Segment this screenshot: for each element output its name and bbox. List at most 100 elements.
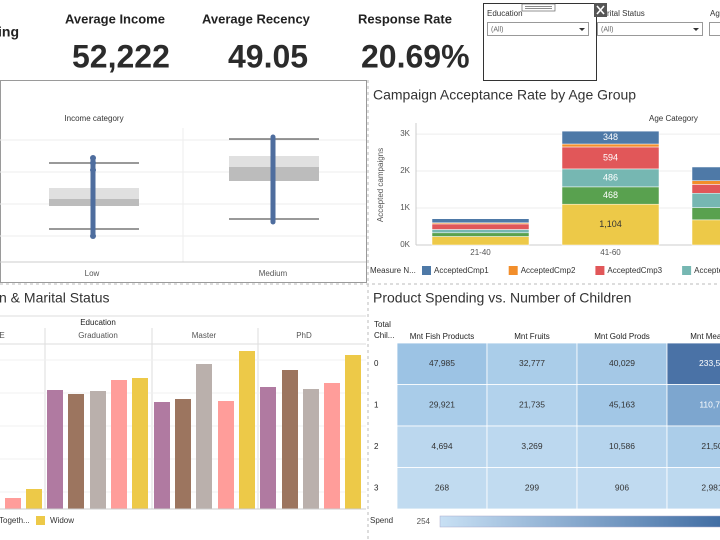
bar	[154, 402, 170, 509]
data-label: 486	[603, 172, 618, 182]
cell-value: 32,777	[519, 358, 545, 368]
legend-swatch	[595, 266, 605, 275]
panel-title: n & Marital Status	[0, 290, 110, 306]
dropdown-arrow	[579, 28, 585, 31]
bar-segment	[561, 203, 660, 246]
cell-value: 299	[525, 483, 539, 493]
row-label: 2	[374, 442, 379, 451]
legend-swatch	[508, 266, 518, 275]
group-label: Graduation	[78, 331, 118, 340]
legend-min: 254	[417, 517, 431, 526]
legend-gradient	[439, 515, 720, 528]
category-label: Low	[85, 269, 100, 278]
legend-label: AcceptedCmp1	[434, 266, 489, 275]
bar-segment	[691, 184, 720, 194]
bar-segment	[691, 219, 720, 246]
dashboard-title: ing	[0, 24, 19, 40]
table-title: Product Spending vs. Number of Children	[373, 290, 631, 306]
kpi-label: Average Income	[65, 11, 165, 26]
column-header: Mnt Fruits	[514, 332, 550, 341]
legend-label: AcceptedC	[694, 266, 720, 275]
y-tick-label: 1K	[400, 203, 410, 212]
y-tick-label: 3K	[400, 129, 410, 138]
data-label: 1,104	[599, 219, 622, 229]
kpi-label: Average Recency	[202, 11, 311, 26]
dropdown-value: (All)	[601, 26, 613, 33]
legend-label: AcceptedCmp3	[607, 266, 662, 275]
cell-value: 40,029	[609, 358, 635, 368]
bar	[26, 489, 42, 509]
column-header: Mnt Meat Pr	[690, 332, 720, 341]
bar	[5, 498, 21, 509]
bar	[90, 391, 106, 509]
bar	[303, 389, 319, 509]
row-label: 0	[374, 359, 379, 368]
legend-swatch	[422, 266, 431, 275]
bar	[132, 378, 148, 509]
data-label: 348	[603, 132, 618, 142]
heat-cell	[486, 384, 578, 427]
panel-header: Income category	[64, 114, 123, 123]
heat-cell	[576, 467, 668, 510]
age-chart: 0K 1K 2K 3K 21-40 41-60 1,104 468 486 594 348 Accep…	[400, 123, 720, 275]
heat-cell	[666, 467, 720, 510]
bar-segment	[561, 130, 660, 145]
selected-panel-border	[0, 80, 367, 283]
bar	[324, 383, 340, 509]
heat-cell	[396, 384, 488, 427]
bar	[196, 364, 212, 509]
bar-segment	[561, 143, 660, 148]
grip[interactable]	[521, 3, 556, 12]
bar-segment	[691, 207, 720, 221]
filter-panel	[483, 3, 597, 81]
data-label: 594	[603, 152, 618, 162]
bar-segment	[431, 232, 530, 237]
legend-swatch	[36, 516, 45, 525]
y-axis-label: Accepted campaigns	[376, 148, 385, 222]
heat-cell	[396, 342, 488, 385]
filter-label: rital Status	[607, 9, 645, 18]
heat-cell	[486, 467, 578, 510]
dropdown-arrow	[693, 28, 699, 31]
y-tick-label: 0K	[400, 240, 410, 249]
kpi-value: 49.05	[228, 38, 308, 74]
cell-value: 110,70	[699, 400, 720, 410]
cell-value: 268	[435, 483, 449, 493]
group-label: Master	[192, 331, 217, 340]
bar-segment	[691, 166, 720, 181]
heat-cell	[666, 425, 720, 468]
legend-swatch	[682, 266, 692, 275]
bar-segment	[431, 229, 530, 234]
panel-header: Education	[80, 318, 116, 327]
dropdown[interactable]	[597, 22, 703, 36]
cell-value: 2,981	[701, 483, 720, 493]
cell-value: 10,586	[609, 441, 635, 451]
bar	[282, 370, 298, 509]
cell-value: 906	[615, 483, 629, 493]
cell-value: 4,694	[431, 441, 453, 451]
bar-segment	[431, 218, 530, 224]
x-tick-label: 41-60	[600, 248, 621, 257]
row-header: Chil...	[374, 331, 394, 340]
cell-value: 3,269	[521, 441, 543, 451]
bar	[260, 387, 276, 509]
dropdown[interactable]	[709, 22, 720, 36]
bar	[175, 399, 191, 509]
group-label: E	[0, 331, 5, 340]
data-label: 468	[603, 190, 618, 200]
kpi-value: 52,222	[72, 38, 170, 74]
bar	[68, 394, 84, 509]
dropdown-value: (All)	[491, 26, 503, 33]
group-dividers	[0, 328, 366, 509]
heat-cell	[486, 342, 578, 385]
cell-value: 21,50	[701, 441, 720, 451]
bar-segment	[431, 236, 530, 246]
cell-value: 21,735	[519, 400, 545, 410]
legend-title: Spend	[370, 516, 393, 525]
heat-cell	[666, 342, 720, 385]
dropdown[interactable]	[487, 22, 589, 36]
kpi-label: Response Rate	[358, 11, 452, 26]
row-label: 3	[374, 483, 379, 492]
column-header: Mnt Fish Products	[410, 332, 474, 341]
